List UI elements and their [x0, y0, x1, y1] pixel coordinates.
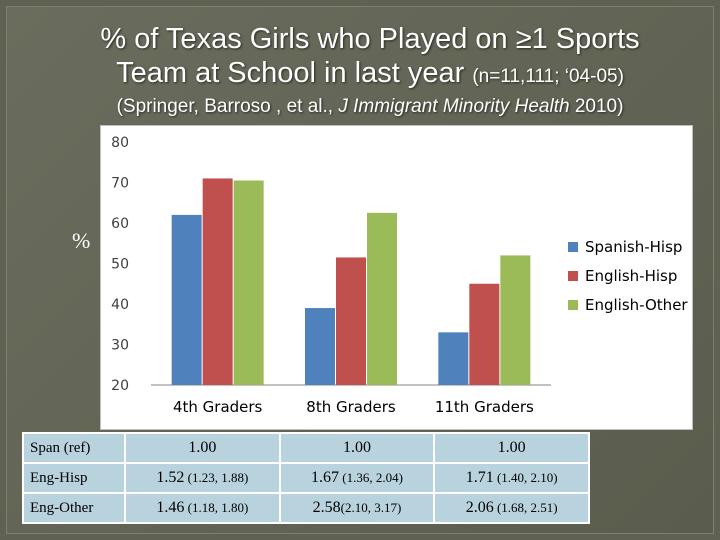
- odds-ratio-estimate: 2.58: [312, 499, 341, 516]
- row-label: Eng-Hisp: [22, 462, 126, 494]
- title-sample-size: (n=11,111; ‘04-05): [472, 66, 624, 87]
- legend-label: English-Hisp: [585, 267, 677, 285]
- bar: [202, 178, 233, 385]
- table-row: Eng-Other 1.46 (1.18, 1.80) 2.58(2.10, 3.1…: [22, 492, 590, 524]
- row-label: Span (ref): [22, 432, 126, 464]
- legend-swatch: [568, 300, 578, 310]
- odds-ratio-cell: 1.46 (1.18, 1.80): [124, 492, 281, 524]
- confidence-interval: (1.36, 2.04): [339, 470, 403, 485]
- title-line-2: Team at School in last year (n=11,111; ‘…: [40, 56, 700, 94]
- odds-ratio-cell: 1.00: [124, 432, 281, 464]
- odds-ratio-cell: 1.71 (1.40, 2.10): [433, 462, 590, 494]
- x-category-label: 4th Graders: [173, 398, 263, 416]
- odds-ratio-estimate: 1.71: [465, 469, 494, 486]
- chart-svg: 20 30 40 50 60 70 80 4th Graders 8th Graders 11th…: [111, 135, 688, 416]
- odds-ratio-estimate: 1.00: [342, 439, 371, 456]
- odds-ratio-table-body: Span (ref) 1.00 1.00 1.00 Eng-Hisp 1.52 (1.23…: [22, 432, 590, 524]
- odds-ratio-estimate: 1.00: [188, 439, 217, 456]
- odds-ratio-cell: 2.58(2.10, 3.17): [278, 492, 436, 524]
- y-tick-label: 50: [111, 257, 129, 273]
- odds-ratio-cell: 1.52 (1.23, 1.88): [124, 462, 281, 494]
- y-tick-label: 60: [111, 216, 129, 232]
- table-row: Span (ref) 1.00 1.00 1.00: [22, 432, 590, 464]
- odds-ratio-cell: 1.67 (1.36, 2.04): [278, 462, 436, 494]
- bar: [469, 283, 500, 385]
- subtitle-journal: J Immigrant Minority Health: [338, 96, 570, 117]
- odds-ratio-estimate: 1.52: [156, 469, 185, 486]
- y-axis-symbol: %: [72, 228, 91, 253]
- bar-chart: 20 30 40 50 60 70 80 4th Graders 8th Graders 11th…: [100, 125, 693, 430]
- subtitle-authors: (Springer, Barroso , et al.,: [116, 96, 339, 117]
- bar: [233, 180, 264, 385]
- slide-subtitle: (Springer, Barroso , et al., J Immigrant…: [40, 96, 700, 118]
- x-category-label: 11th Graders: [435, 398, 534, 416]
- x-category-label: 8th Graders: [306, 398, 396, 416]
- bar: [500, 255, 531, 385]
- subtitle-year: 2010): [569, 96, 624, 117]
- table-row: Eng-Hisp 1.52 (1.23, 1.88) 1.67 (1.36, 2.0…: [22, 462, 590, 494]
- legend-label: English-Other: [585, 296, 688, 314]
- odds-ratio-estimate: 1.46: [156, 499, 185, 516]
- confidence-interval: (1.40, 2.10): [493, 470, 558, 485]
- legend-label: Spanish-Hisp: [585, 238, 682, 256]
- confidence-interval: (1.18, 1.80): [184, 500, 249, 515]
- odds-ratio-cell: 1.00: [278, 432, 436, 464]
- bar: [171, 214, 202, 385]
- legend-swatch: [568, 271, 578, 281]
- odds-ratio-table: Span (ref) 1.00 1.00 1.00 Eng-Hisp 1.52 (1.23…: [22, 432, 590, 524]
- y-tick-label: 30: [111, 338, 129, 354]
- y-tick-label: 80: [111, 135, 129, 151]
- bar: [438, 332, 469, 385]
- odds-ratio-estimate: 1.67: [311, 469, 340, 486]
- y-tick-label: 70: [111, 176, 129, 192]
- row-label: Eng-Other: [22, 492, 126, 524]
- bar: [367, 212, 397, 385]
- title-line-2-main: Team at School in last year: [116, 57, 473, 89]
- confidence-interval: (1.23, 1.88): [184, 470, 249, 485]
- confidence-interval: (2.10, 3.17): [340, 500, 402, 515]
- bar: [305, 308, 335, 385]
- odds-ratio-estimate: 2.06: [465, 499, 494, 516]
- legend-swatch: [568, 242, 578, 252]
- confidence-interval: (1.68, 2.51): [493, 500, 558, 515]
- slide-title: % of Texas Girls who Played on ≥1 Sports…: [40, 22, 700, 94]
- y-tick-label: 40: [111, 297, 129, 313]
- odds-ratio-cell: 1.00: [433, 432, 590, 464]
- title-line-1: % of Texas Girls who Played on ≥1 Sports: [100, 23, 640, 55]
- odds-ratio-cell: 2.06 (1.68, 2.51): [433, 492, 590, 524]
- bar: [336, 257, 366, 385]
- y-tick-label: 20: [111, 378, 129, 394]
- odds-ratio-estimate: 1.00: [497, 439, 526, 456]
